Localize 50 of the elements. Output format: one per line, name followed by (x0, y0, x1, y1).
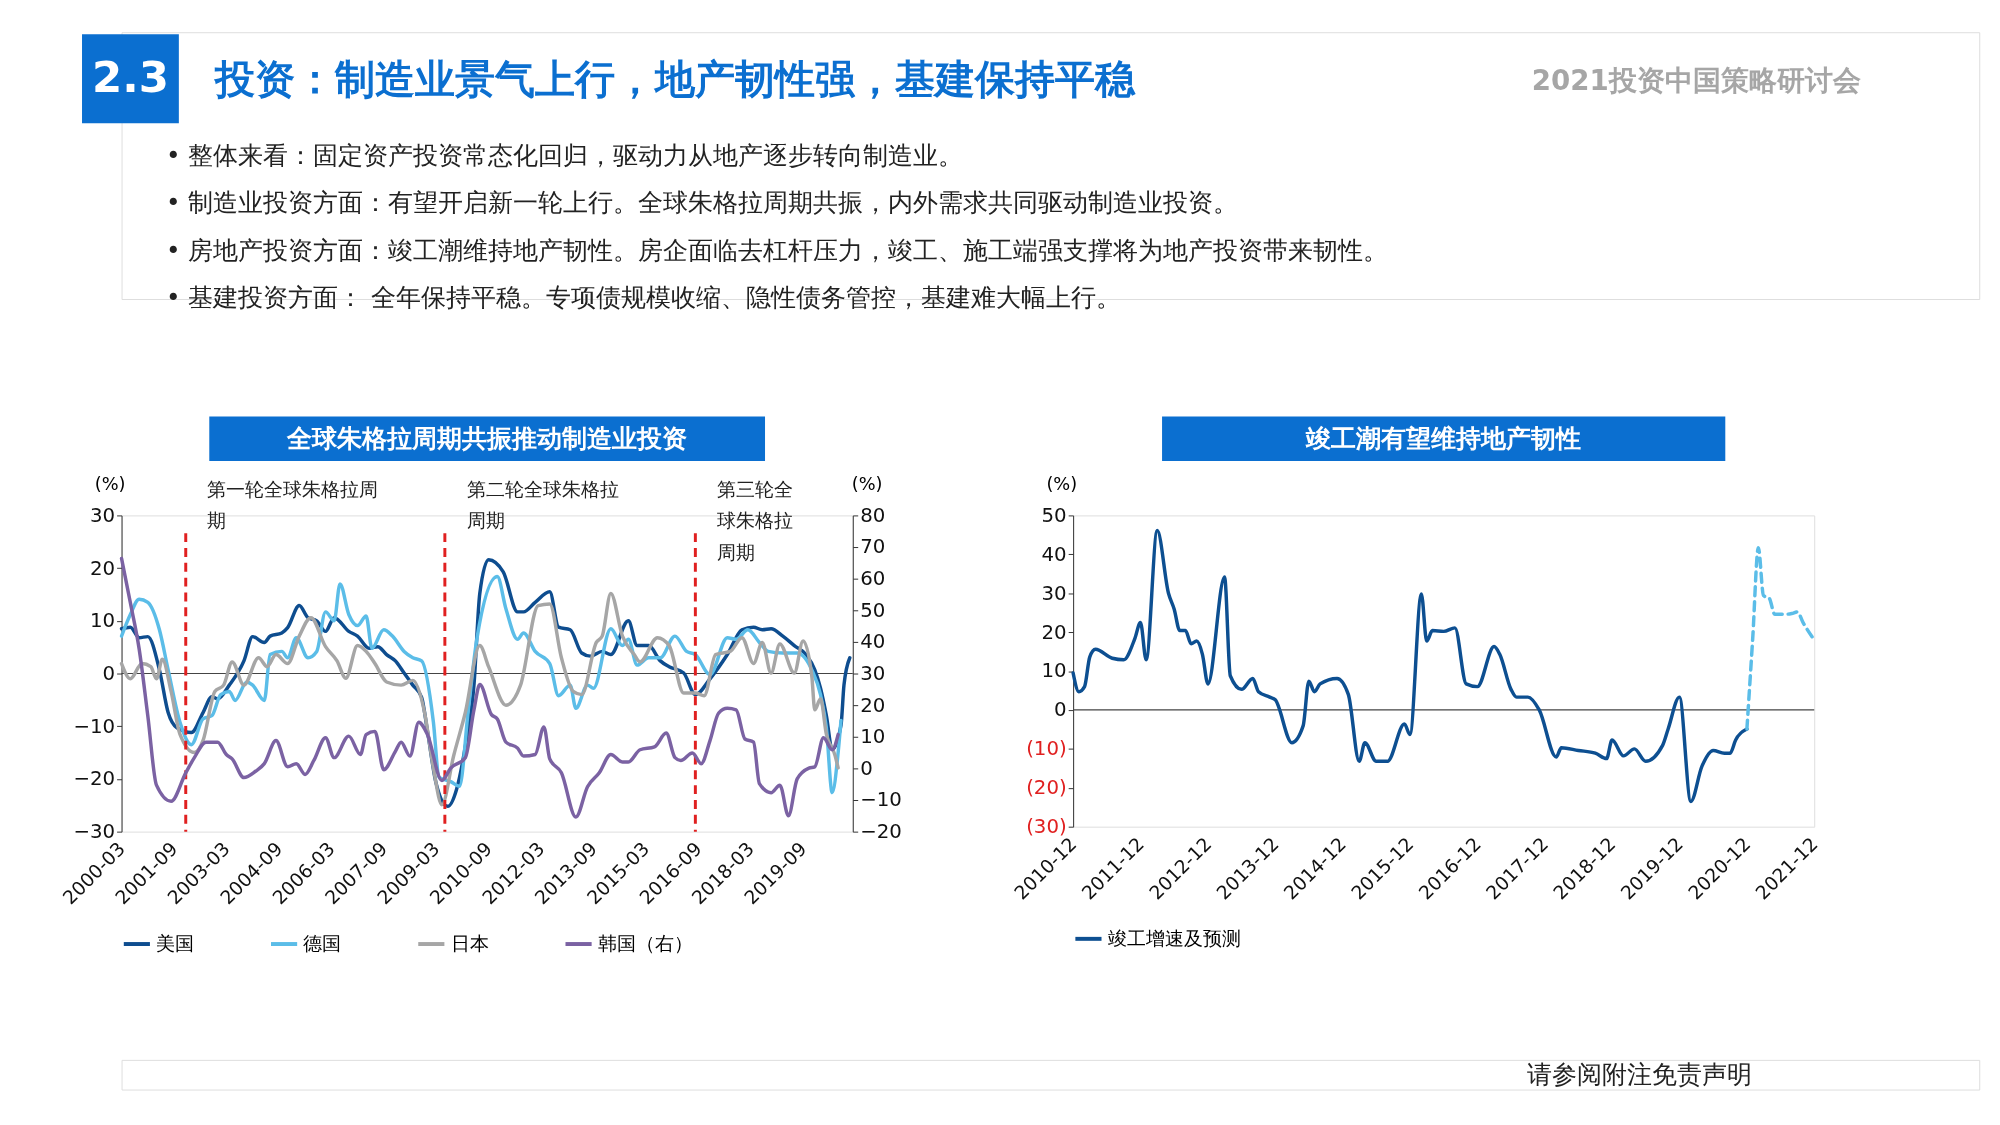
y-axis-title: (%) (94, 473, 126, 495)
y-tick-label: (10) (1026, 737, 1067, 761)
text: 投资：制造业景气上行，地产韧性强，基建保持平稳 (213, 56, 1137, 103)
text: • 房地产投资方面：竣工潮维持地产韧性。房企面临去杠杆压力，竣工、施工端强支撑将为地产投资带来韧性。 (166, 235, 1389, 265)
legend-label: 日本 (450, 932, 489, 954)
y-tick-label: 10 (1041, 659, 1067, 683)
y2-tick-label: 60 (860, 567, 886, 591)
y2-tick-label: 50 (860, 598, 886, 622)
line-series (1745, 545, 1816, 731)
text: • 基建投资方面： 全年保持平稳。专项债规模收缩、隐性债务管控，基建难大幅上行。 (166, 282, 1122, 312)
y2-tick-label: 0 (860, 756, 873, 780)
y2-tick-label: 10 (860, 725, 886, 749)
ref-line-label: 第二轮全球朱格拉周期 (466, 478, 619, 532)
y2-tick-label: −10 (860, 788, 902, 812)
y2-tick-label: 40 (860, 630, 886, 654)
y-tick-label: 0 (102, 661, 116, 685)
legend-label: 竣工增速及预测 (1107, 927, 1241, 949)
y-tick-label: 40 (1041, 542, 1067, 566)
y-tick-label: −30 (73, 820, 116, 844)
ref-line-label: 第三轮全球朱格拉周期 (717, 478, 794, 563)
text: 2021投资中国策略研讨会 (1531, 63, 1861, 97)
text: • 制造业投资方面：有望开启新一轮上行。全球朱格拉周期共振，内外需求共同驱动制造业投资。 (166, 188, 1239, 218)
y-tick-label: 20 (89, 556, 116, 580)
y-tick-label: −10 (73, 714, 116, 738)
y-axis-title: (%) (1046, 473, 1078, 495)
text: 2.3 (91, 51, 169, 102)
ref-line-label: 第一轮全球朱格拉周期 (207, 478, 379, 532)
chart-title: 全球朱格拉周期共振推动制造业投资 (286, 424, 688, 454)
text: • 整体来看：固定资产投资常态化回归，驱动力从地产逐步转向制造业。 (166, 140, 964, 170)
y-tick-label: −20 (73, 767, 116, 791)
y-tick-label: (30) (1026, 815, 1067, 839)
legend-label: 韩国（右） (597, 932, 693, 954)
line-series (1071, 528, 1749, 804)
y-tick-label: (20) (1026, 776, 1067, 800)
y2-axis-title: (%) (851, 473, 883, 495)
y-tick-label: 20 (1041, 620, 1067, 644)
text: 请参阅附注免责声明 (1526, 1059, 1752, 1089)
y2-tick-label: 70 (860, 535, 886, 559)
y-tick-label: 30 (89, 503, 116, 527)
y-tick-label: 10 (89, 609, 116, 633)
y-tick-label: 30 (1041, 581, 1067, 605)
legend-label: 德国 (303, 932, 342, 954)
y-tick-label: 50 (1041, 503, 1067, 527)
y2-tick-label: 30 (860, 661, 886, 685)
chart-title: 竣工潮有望维持地产韧性 (1305, 424, 1582, 454)
y2-tick-label: −20 (860, 820, 902, 844)
y2-tick-label: 20 (860, 693, 886, 717)
y2-tick-label: 80 (860, 503, 886, 527)
y-tick-label: 0 (1054, 698, 1067, 722)
legend-label: 美国 (156, 932, 195, 954)
